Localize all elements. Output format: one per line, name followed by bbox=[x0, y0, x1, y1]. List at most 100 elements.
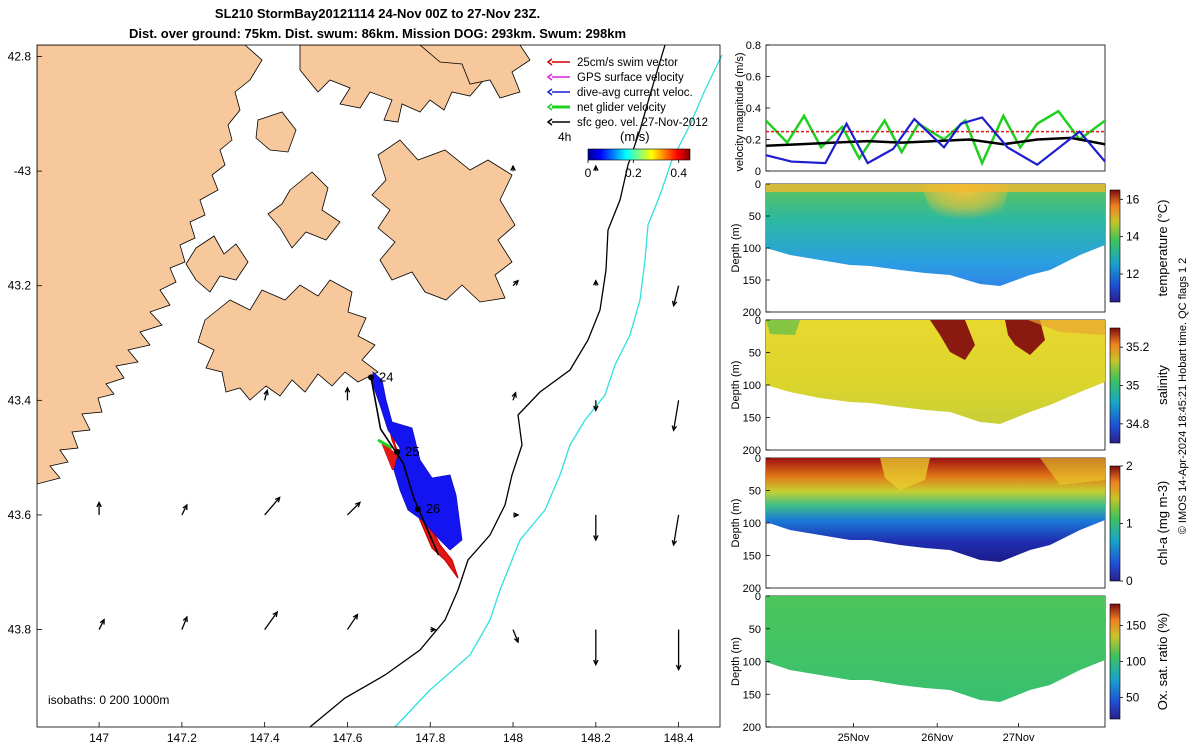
depth-tick-label: 150 bbox=[743, 275, 761, 287]
chart-title-line1: SL210 StormBay20121114 24-Nov 00Z to 27-… bbox=[214, 6, 541, 21]
colorbar-tick-label: 0.2 bbox=[625, 166, 642, 180]
legend-entry: dive-avg current veloc. bbox=[546, 87, 693, 99]
legend-label: dive-avg current veloc. bbox=[577, 87, 693, 99]
depth-tick-label: 0 bbox=[755, 591, 761, 603]
velocity-series bbox=[766, 109, 1105, 167]
map-x-tick-label: 148.4 bbox=[664, 731, 694, 745]
map-y-tick-label: 43.8 bbox=[8, 623, 32, 637]
colorbar-tick-label: 0 bbox=[585, 166, 592, 180]
geo-vector bbox=[181, 503, 188, 516]
map-y-tick-label: 43.2 bbox=[8, 279, 32, 293]
temperature-colorbar bbox=[1109, 189, 1121, 303]
temperature-section bbox=[765, 183, 1121, 313]
depth-tick-label: 100 bbox=[743, 380, 761, 392]
geo-vector bbox=[593, 400, 599, 412]
depth-axis-label: Depth (m) bbox=[730, 224, 742, 273]
depth-tick-label: 150 bbox=[743, 413, 761, 425]
geo-vector bbox=[513, 512, 520, 518]
date-tick-label: 27Nov bbox=[1003, 732, 1035, 744]
depth-tick-label: 0 bbox=[755, 453, 761, 465]
isobaths-label: isobaths: 0 200 1000m bbox=[48, 693, 169, 707]
velocity-tick-label: 0.6 bbox=[746, 72, 761, 84]
depth-tick-label: 200 bbox=[743, 722, 761, 734]
geo-vector bbox=[512, 629, 520, 644]
isobath-200m bbox=[309, 44, 666, 728]
map-x-tick-label: 147.8 bbox=[415, 731, 445, 745]
colorbar-label: temperature (°C) bbox=[1155, 200, 1170, 297]
chl-a-colorbar bbox=[1109, 465, 1121, 582]
colorbar-tick-label: 0.4 bbox=[670, 166, 687, 180]
velocity-plot-frame bbox=[765, 44, 1106, 172]
map-y-tick-label: 43.4 bbox=[8, 393, 32, 407]
section-x-axis: 25Nov 26Nov 27Nov bbox=[838, 723, 1035, 744]
velocity-y-axis: 0 0.2 0.4 0.6 0.8 bbox=[746, 40, 770, 178]
depth-tick-label: 50 bbox=[749, 624, 761, 636]
geo-vector bbox=[671, 285, 680, 308]
day-marker-label: 25 bbox=[405, 444, 419, 459]
geo-vector-field bbox=[96, 164, 682, 672]
date-tick-label: 25Nov bbox=[838, 732, 870, 744]
depth-tick-label: 0 bbox=[755, 315, 761, 327]
depth-tick-label: 200 bbox=[743, 307, 761, 319]
depth-tick-label: 50 bbox=[749, 486, 761, 498]
depth-tick-label: 50 bbox=[749, 348, 761, 360]
colorbar-tick-label: 150 bbox=[1126, 619, 1146, 633]
map-x-tick-label: 147.6 bbox=[332, 731, 362, 745]
tasmania-land bbox=[37, 45, 531, 485]
legend-label: sfc geo. vel. 27-Nov-2012 bbox=[577, 117, 708, 129]
colorbar-label: chl-a (mg m-3) bbox=[1155, 481, 1170, 566]
date-tick-label: 26Nov bbox=[921, 732, 953, 744]
legend-entry: net glider velocity bbox=[546, 102, 666, 114]
velocity-tick-label: 0.8 bbox=[746, 40, 761, 52]
imos-footnote: © IMOS 14-Apr-2024 18:45:21 Hobart time.… bbox=[1177, 258, 1189, 535]
colorbar-tick-label: 50 bbox=[1126, 690, 1140, 704]
depth-tick-label: 0 bbox=[755, 179, 761, 191]
depth-tick-label: 100 bbox=[743, 518, 761, 530]
depth-axis-label: Depth (m) bbox=[730, 361, 742, 410]
colorbar-tick-label: 35 bbox=[1126, 379, 1140, 393]
colorbar-tick-label: 1 bbox=[1126, 517, 1133, 531]
salinity-section bbox=[765, 319, 1121, 451]
geo-vector bbox=[263, 388, 269, 401]
legend-entry: 25cm/s swim vector bbox=[546, 57, 678, 69]
colorbar-tick-label: 14 bbox=[1126, 230, 1140, 244]
geo-vector bbox=[98, 618, 105, 630]
day-markers: 24 25 26 bbox=[368, 369, 440, 516]
depth-tick-label: 100 bbox=[743, 657, 761, 669]
velocity-ylabel: velocity magnitude (m/s) bbox=[734, 52, 746, 171]
salinity-colorbar bbox=[1109, 327, 1121, 444]
depth-tick-label: 100 bbox=[743, 243, 761, 255]
velocity-tick-label: 0.2 bbox=[746, 135, 761, 147]
colorbar-tick-label: 0 bbox=[1126, 574, 1133, 588]
depth-tick-label: 200 bbox=[743, 583, 761, 595]
depth-tick-label: 50 bbox=[749, 211, 761, 223]
geo-vector bbox=[264, 496, 281, 516]
speed-colorbar bbox=[587, 148, 691, 161]
legend-label: net glider velocity bbox=[577, 102, 666, 114]
colorbar-label: Ox. sat. ratio (%) bbox=[1155, 613, 1170, 711]
map-y-tick-label: 42.8 bbox=[8, 49, 32, 63]
geo-vector bbox=[675, 629, 682, 672]
velocity-series-current bbox=[766, 116, 1105, 167]
depth-axis-label: Depth (m) bbox=[730, 499, 742, 548]
geo-vector bbox=[346, 501, 362, 516]
legend-entry: sfc geo. vel. 27-Nov-2012 bbox=[546, 117, 708, 129]
legend-entry: GPS surface velocity bbox=[546, 72, 684, 84]
map-legend: 25cm/s swim vector GPS surface velocity di… bbox=[546, 57, 708, 180]
depth-axis-label: Depth (m) bbox=[730, 637, 742, 686]
day-marker-label: 26 bbox=[426, 501, 440, 516]
geo-vector bbox=[593, 629, 599, 667]
colorbar-tick-label: 16 bbox=[1126, 192, 1140, 206]
map-frame bbox=[36, 44, 721, 728]
geo-vector bbox=[593, 514, 599, 542]
legend-label: 25cm/s swim vector bbox=[577, 57, 678, 69]
day-marker-label: 24 bbox=[379, 369, 393, 384]
geo-vector bbox=[96, 500, 102, 515]
velocity-series-geo bbox=[766, 136, 1105, 148]
colorbar-tick-label: 100 bbox=[1126, 655, 1146, 669]
map-y-tick-label: 43.6 bbox=[8, 508, 32, 522]
geo-vector bbox=[264, 610, 279, 630]
geo-vector bbox=[512, 279, 520, 287]
